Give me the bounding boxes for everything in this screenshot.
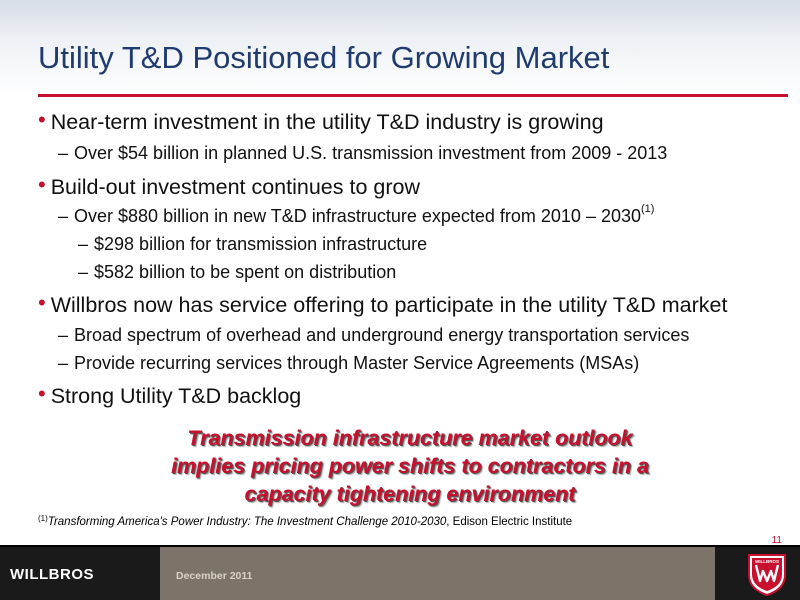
sub-sub-bullet-item: – $298 billion for transmission infrastru… [78, 234, 427, 255]
dash-icon: – [78, 234, 89, 254]
dash-icon: – [58, 353, 69, 373]
callout-line: capacity tightening environment [244, 482, 576, 506]
footnote: (1)Transforming America's Power Industry… [38, 514, 573, 528]
footer-date-panel: December 2011 [160, 547, 715, 600]
slide-title: Utility T&D Positioned for Growing Marke… [38, 40, 610, 75]
bullet-text: Strong Utility T&D backlog [50, 384, 302, 408]
sub-bullet-item: – Over $54 billion in planned U.S. transm… [58, 143, 667, 164]
footer-seal-panel: WILLBROS [735, 547, 800, 600]
dash-icon: – [58, 143, 69, 163]
sub-sub-bullet-text: $582 billion to be spent on distribution [94, 262, 397, 282]
footnote-source-title: Transforming America's Power Industry: T… [47, 516, 447, 528]
bullet-text: Near-term investment in the utility T&D … [50, 110, 604, 134]
willbros-logo: WILLBROS [10, 566, 94, 583]
sub-bullet-item: – Over $880 billion in new T&D infrastruc… [58, 203, 655, 227]
sub-bullet-text: Over $880 billion in new T&D infrastruct… [74, 206, 641, 226]
title-divider [38, 94, 788, 97]
bullet-item: • Build-out investment continues to grow [38, 172, 420, 200]
dash-icon: – [78, 262, 89, 282]
bullet-text: Willbros now has service offering to par… [50, 293, 728, 317]
red-dot-bullet-icon: • [38, 172, 46, 197]
sub-bullet-text: Provide recurring services through Maste… [74, 353, 640, 373]
red-dot-bullet-icon: • [38, 381, 46, 406]
bullet-item: • Near-term investment in the utility T&D… [38, 107, 604, 135]
sub-bullet-text: Over $54 billion in planned U.S. transmi… [74, 143, 668, 163]
red-dot-bullet-icon: • [38, 290, 46, 315]
callout-line: implies pricing power shifts to contract… [171, 454, 649, 478]
bullet-item: • Strong Utility T&D backlog [38, 381, 302, 409]
sub-sub-bullet-text: $298 billion for transmission infrastruc… [94, 234, 428, 254]
sub-sub-bullet-item: – $582 billion to be spent on distributio… [78, 262, 396, 283]
sub-bullet-text: Broad spectrum of overhead and undergrou… [74, 325, 690, 345]
dash-icon: – [58, 325, 69, 345]
footnote-source-org: , Edison Electric Institute [446, 516, 573, 528]
dash-icon: – [58, 206, 69, 226]
callout-line: Transmission infrastructure market outlo… [187, 426, 633, 450]
footer-date: December 2011 [176, 570, 253, 582]
red-dot-bullet-icon: • [38, 107, 46, 132]
footnote-marker: (1) [38, 514, 48, 523]
bullet-item: • Willbros now has service offering to pa… [38, 290, 728, 318]
callout-text: Transmission infrastructure market outlo… [100, 424, 720, 508]
footnote-reference: (1) [641, 203, 655, 215]
seal-text: WILLBROS [755, 559, 779, 564]
footer-logo-panel: WILLBROS [0, 547, 160, 600]
page-number: 11 [771, 535, 782, 546]
footer-divider [0, 545, 800, 547]
sub-bullet-item: – Provide recurring services through Mast… [58, 353, 639, 374]
willbros-seal-icon: WILLBROS [748, 554, 786, 597]
bullet-text: Build-out investment continues to grow [50, 175, 420, 199]
sub-bullet-item: – Broad spectrum of overhead and undergro… [58, 325, 689, 346]
footer-bar: WILLBROS December 2011 WILLBROS [0, 547, 800, 600]
